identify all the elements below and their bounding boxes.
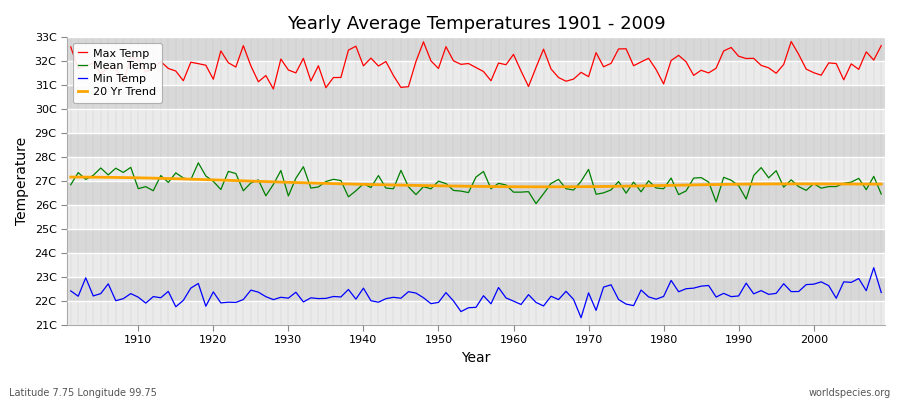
Max Temp [876, 43, 886, 48]
20 Yr Trend [538, 184, 549, 189]
20 Yr Trend [336, 181, 346, 186]
Mean Temp [531, 201, 542, 206]
20 Yr Trend [500, 184, 511, 189]
Min Temp [868, 265, 879, 270]
Max Temp [125, 55, 136, 60]
Text: Latitude 7.75 Longitude 99.75: Latitude 7.75 Longitude 99.75 [9, 388, 157, 398]
Max Temp [66, 44, 77, 49]
Min Temp [576, 315, 587, 320]
Line: Mean Temp: Mean Temp [71, 163, 881, 204]
Max Temp [343, 48, 354, 52]
Mean Temp [193, 160, 203, 165]
20 Yr Trend [876, 182, 886, 186]
20 Yr Trend [66, 175, 77, 180]
Mean Temp [876, 192, 886, 196]
Mean Temp [516, 190, 526, 194]
Min Temp [291, 290, 302, 295]
Bar [67, 133, 885, 157]
Mean Temp [613, 179, 624, 184]
Min Temp [500, 296, 511, 300]
Min Temp [66, 288, 77, 293]
Mean Temp [125, 165, 136, 170]
Title: Yearly Average Temperatures 1901 - 2009: Yearly Average Temperatures 1901 - 2009 [287, 15, 665, 33]
Bar [67, 61, 885, 85]
Mean Temp [343, 194, 354, 199]
Bar [67, 37, 885, 61]
Line: 20 Yr Trend: 20 Yr Trend [71, 177, 881, 187]
X-axis label: Year: Year [462, 351, 490, 365]
Line: Min Temp: Min Temp [71, 268, 881, 318]
Max Temp [786, 39, 796, 44]
Text: worldspecies.org: worldspecies.org [809, 388, 891, 398]
Max Temp [606, 61, 616, 66]
Bar [67, 109, 885, 133]
Bar [67, 181, 885, 205]
Max Temp [516, 68, 526, 73]
Min Temp [508, 299, 519, 304]
Bar [67, 253, 885, 277]
20 Yr Trend [125, 175, 136, 180]
Bar [67, 301, 885, 325]
20 Yr Trend [508, 184, 519, 189]
Min Temp [125, 291, 136, 296]
Mean Temp [298, 164, 309, 169]
Bar [67, 229, 885, 253]
Bar [67, 85, 885, 109]
Min Temp [876, 290, 886, 295]
20 Yr Trend [606, 184, 616, 189]
Y-axis label: Temperature: Temperature [15, 137, 29, 225]
Bar [67, 157, 885, 181]
20 Yr Trend [291, 180, 302, 185]
Bar [67, 277, 885, 301]
Max Temp [298, 56, 309, 61]
Legend: Max Temp, Mean Temp, Min Temp, 20 Yr Trend: Max Temp, Mean Temp, Min Temp, 20 Yr Tre… [73, 43, 162, 103]
Min Temp [336, 294, 346, 299]
Mean Temp [508, 190, 519, 194]
Max Temp [508, 52, 519, 57]
Max Temp [268, 86, 279, 91]
Mean Temp [66, 182, 77, 187]
Line: Max Temp: Max Temp [71, 42, 881, 89]
Bar [67, 205, 885, 229]
Min Temp [606, 282, 616, 287]
